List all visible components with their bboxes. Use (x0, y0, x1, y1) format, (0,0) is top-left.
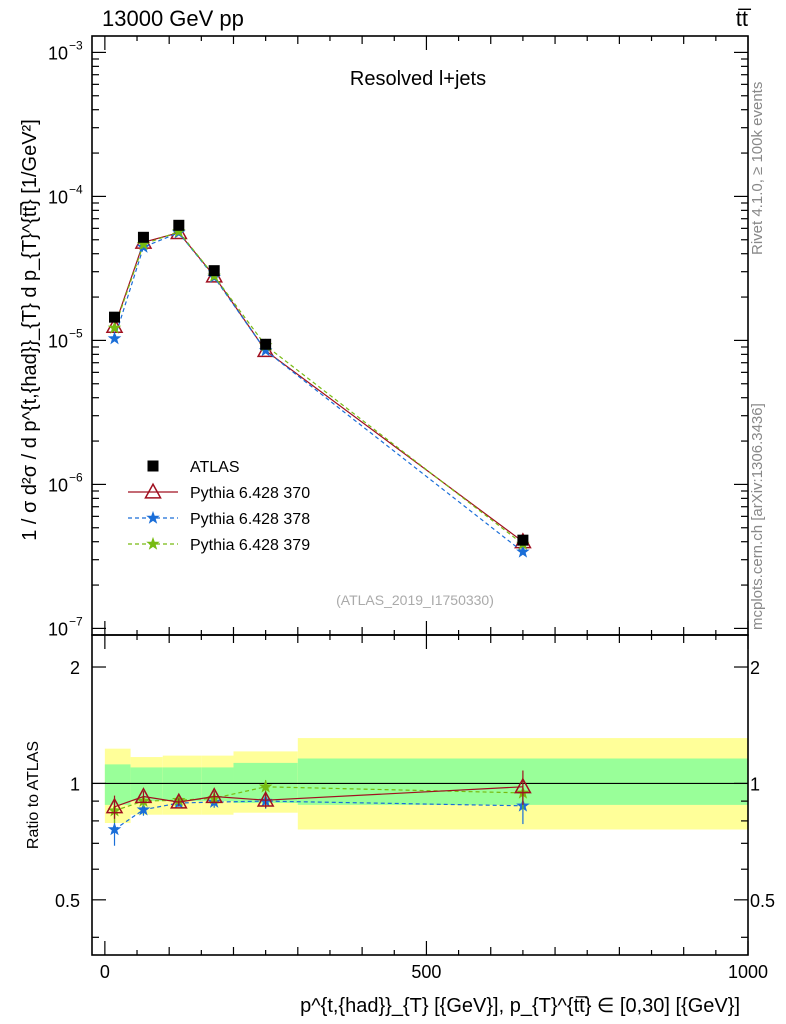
x-tick-label: 1000 (728, 962, 768, 982)
y-tick-label: 10 (48, 187, 68, 207)
y-tick-label: 10 (48, 331, 68, 351)
ratio-y-tick-label-right: 1 (750, 774, 760, 794)
point-atlas-2 (173, 219, 185, 231)
ratio-y-tick-label-left: 1 (70, 774, 80, 794)
ratio-band-inner (104, 764, 131, 805)
point-pythia-6-428-378-0 (107, 331, 122, 345)
point-atlas-4 (260, 338, 272, 350)
ratio-y-tick-label-left: 0.5 (55, 891, 80, 911)
x-tick-label: 500 (411, 962, 441, 982)
ratio-frame (91, 634, 749, 956)
main-ylabel: 1 / σ d²σ / d p^{t,{had}}_{T} d p_{T}^{t… (19, 119, 41, 541)
x-tick-label: 0 (100, 962, 110, 982)
ratio-panel: Ratio to ATLAS 0.5 0.5 1 1 2 2 0 500 1000 p^{t,{… (25, 634, 775, 1017)
ratio-ylabel: Ratio to ATLAS (25, 741, 42, 849)
x-axis-label: p^{t,{had}}_{T} [{GeV}], p_{T}^{tt̅} ∈ [… (300, 995, 740, 1017)
line-pythia-6-428-379 (113, 230, 524, 545)
main-panel: Resolved l+jets (ATLAS_2019_I1750330) 1 … (19, 35, 749, 639)
point-atlas-0 (109, 311, 121, 323)
y-tick-exponent: −7 (69, 614, 83, 628)
legend: ATLAS Pythia 6.428 370 Pythia 6.428 378 Pyt… (128, 459, 310, 554)
legend-label-pythia-6-428-370: Pythia 6.428 370 (190, 485, 310, 502)
ratio-point-pythia-6-428-370-1 (134, 787, 153, 804)
y-tick-exponent: −5 (69, 326, 83, 340)
y-tick-exponent: −6 (69, 470, 83, 484)
point-pythia-6-428-379-1 (136, 237, 151, 251)
legend-label-pythia-6-428-379: Pythia 6.428 379 (190, 537, 310, 554)
y-tick-label: 10 (48, 475, 68, 495)
legend-marker-pythia-6-428-370 (144, 482, 162, 499)
y-tick-label: 10 (48, 619, 68, 639)
point-atlas-5 (517, 534, 529, 546)
point-pythia-6-428-378-5 (516, 544, 530, 558)
ratio-point-pythia-6-428-370-3 (205, 787, 224, 804)
ratio-point-pythia-6-428-379-4 (258, 779, 273, 793)
point-pythia-6-428-378-4 (258, 343, 273, 357)
legend-marker-pythia-6-428-379 (146, 536, 160, 550)
ratio-line-pythia-6-428-379 (114, 786, 523, 812)
point-pythia-6-428-379-2 (172, 224, 186, 238)
line-pythia-6-428-378 (113, 231, 524, 553)
y-tick-label: 10 (48, 43, 68, 63)
ratio-point-pythia-6-428-370-0 (105, 797, 124, 814)
ratio-y-tick-label-right: 0.5 (750, 891, 775, 911)
ratio-y-tick-label-right: 2 (750, 658, 760, 678)
point-atlas-1 (137, 231, 149, 243)
ratio-y-tick-label-left: 2 (70, 658, 80, 678)
ratio-point-pythia-6-428-370-5 (514, 777, 532, 794)
watermark: (ATLAS_2019_I1750330) (336, 592, 494, 608)
legend-label-atlas: ATLAS (190, 459, 240, 476)
ratio-point-pythia-6-428-378-0 (107, 822, 122, 836)
process-label: tt̅ (736, 6, 752, 31)
legend-label-pythia-6-428-378: Pythia 6.428 378 (190, 511, 310, 528)
legend-marker-atlas (147, 460, 159, 472)
rivet-label: Rivet 4.1.0, ≥ 100k events (749, 82, 766, 255)
ratio-point-pythia-6-428-370-2 (170, 792, 188, 809)
main-title: Resolved l+jets (350, 68, 486, 90)
y-tick-exponent: −4 (69, 182, 83, 196)
ratio-band-inner (162, 767, 202, 802)
y-tick-exponent: −3 (69, 38, 83, 52)
mcplots-label: mcplots.cern.ch [arXiv:1306.3436] (749, 403, 766, 630)
ratio-line-pythia-6-428-378 (114, 800, 523, 830)
legend-marker-pythia-6-428-378 (146, 510, 160, 524)
ratio-point-pythia-6-428-370-4 (256, 790, 275, 807)
point-pythia-6-428-379-0 (107, 320, 122, 334)
point-atlas-3 (208, 265, 220, 277)
ratio-point-pythia-6-428-378-1 (136, 802, 151, 816)
energy-label: 13000 GeV pp (102, 6, 244, 31)
